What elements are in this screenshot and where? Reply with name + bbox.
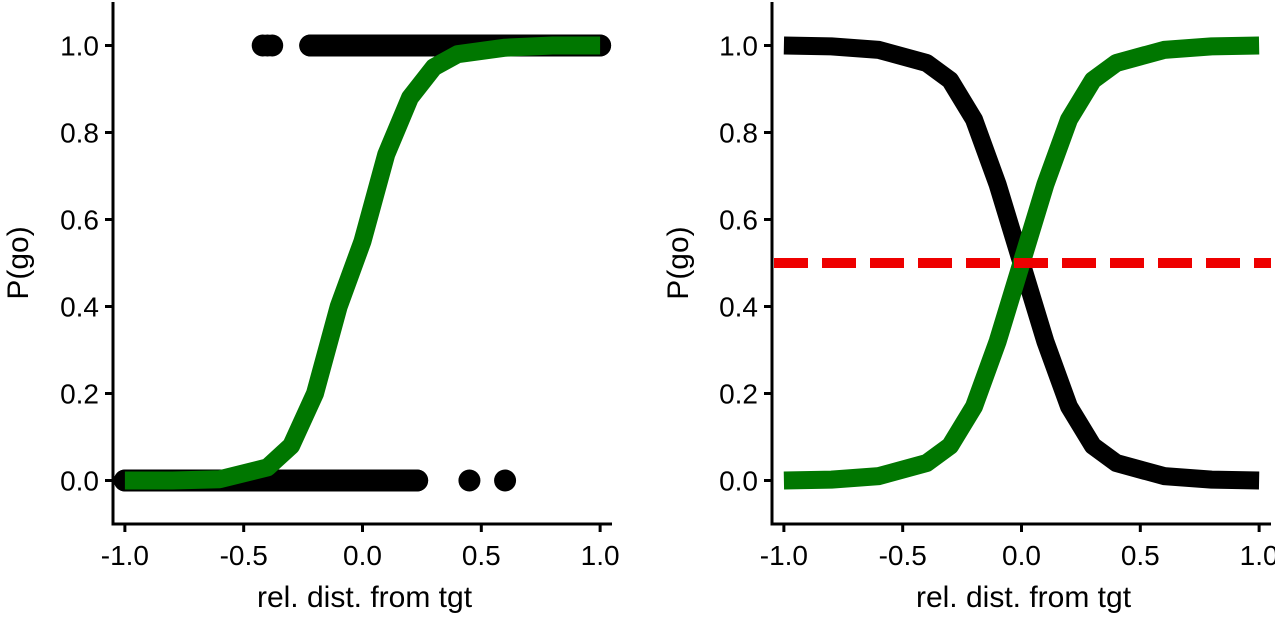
y-axis-title: P(go) <box>662 226 695 299</box>
x-tick-label: 0.5 <box>462 540 501 571</box>
y-axis-title: P(go) <box>2 226 35 299</box>
y-tick-label: 0.0 <box>719 466 758 497</box>
left-panel: 0.0 0.2 0.4 0.6 0.8 1.0 -1.0 -0.5 0.0 0.5 1.0 rel. … <box>2 2 620 614</box>
data-point <box>261 34 284 57</box>
x-tick-label: -0.5 <box>879 540 927 571</box>
x-axis-title: rel. dist. from tgt <box>916 581 1132 614</box>
x-tick-label: 0.5 <box>1121 540 1160 571</box>
y-tick-label: 0.2 <box>60 379 99 410</box>
y-tick-label: 1.0 <box>60 31 99 62</box>
data-point <box>494 469 517 492</box>
y-tick-label: 0.0 <box>60 466 99 497</box>
y-tick-label: 0.2 <box>719 379 758 410</box>
y-tick-label: 0.6 <box>60 205 99 236</box>
y-tick-label: 0.8 <box>719 118 758 149</box>
x-tick-label: 0.0 <box>1002 540 1041 571</box>
x-tick-label: 0.0 <box>343 540 382 571</box>
data-point <box>458 469 481 492</box>
y-tick-label: 1.0 <box>719 31 758 62</box>
y-tick-label: 0.4 <box>719 292 758 323</box>
y-tick-label: 0.6 <box>719 205 758 236</box>
x-tick-label: -0.5 <box>220 540 268 571</box>
right-panel: 0.0 0.2 0.4 0.6 0.8 1.0 -1.0 -0.5 0.0 0.5 1.0 rel. … <box>662 2 1275 614</box>
x-axis-title: rel. dist. from tgt <box>257 581 473 614</box>
x-tick-label: 1.0 <box>581 540 620 571</box>
x-tick-label: -1.0 <box>760 540 808 571</box>
fit-curve <box>124 36 601 490</box>
y-tick-label: 0.8 <box>60 118 99 149</box>
x-tick-label: 1.0 <box>1240 540 1275 571</box>
x-tick-label: -1.0 <box>101 540 149 571</box>
y-tick-label: 0.4 <box>60 292 99 323</box>
